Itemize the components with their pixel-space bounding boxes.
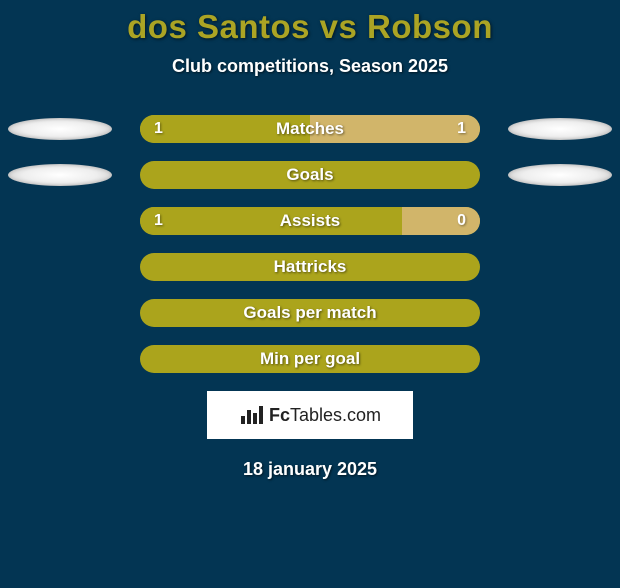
stat-bar-left [140,299,480,327]
brand-logo[interactable]: FcTables.com [207,391,413,439]
stat-row: Goals [0,161,620,189]
stat-bar: 11 [140,115,480,143]
stat-bar-left [140,345,480,373]
stat-row: Goals per match [0,299,620,327]
subtitle: Club competitions, Season 2025 [0,56,620,77]
stat-bar-right: 1 [310,115,480,143]
title-player-right: Robson [367,8,493,45]
stat-value-left: 1 [140,212,163,230]
stat-value-right: 0 [457,212,480,230]
stat-value-left: 1 [140,120,163,138]
stat-row: Hattricks [0,253,620,281]
stat-row: 10Assists [0,207,620,235]
title-player-left: dos Santos [127,8,310,45]
stat-row: Min per goal [0,345,620,373]
stat-row: 11Matches [0,115,620,143]
player-oval-left [8,164,112,186]
chart-icon [239,404,265,426]
stat-bar: 10 [140,207,480,235]
stat-bar-left: 1 [140,115,310,143]
brand-rest: Tables.com [290,405,381,425]
stat-bar-left: 1 [140,207,402,235]
title-vs: vs [310,8,367,45]
player-oval-right [508,164,612,186]
date-label: 18 january 2025 [0,459,620,480]
stat-value-right: 1 [457,120,480,138]
page-title: dos Santos vs Robson [0,8,620,46]
player-oval-right [508,118,612,140]
stat-bar [140,345,480,373]
brand-text: FcTables.com [269,405,381,426]
stat-bar [140,253,480,281]
brand-bold: Fc [269,405,290,425]
stat-bar [140,299,480,327]
stat-bar-left [140,161,480,189]
stats-container: 11MatchesGoals10AssistsHattricksGoals pe… [0,115,620,373]
stat-bar-left [140,253,480,281]
stat-bar-right: 0 [402,207,480,235]
stat-bar [140,161,480,189]
player-oval-left [8,118,112,140]
